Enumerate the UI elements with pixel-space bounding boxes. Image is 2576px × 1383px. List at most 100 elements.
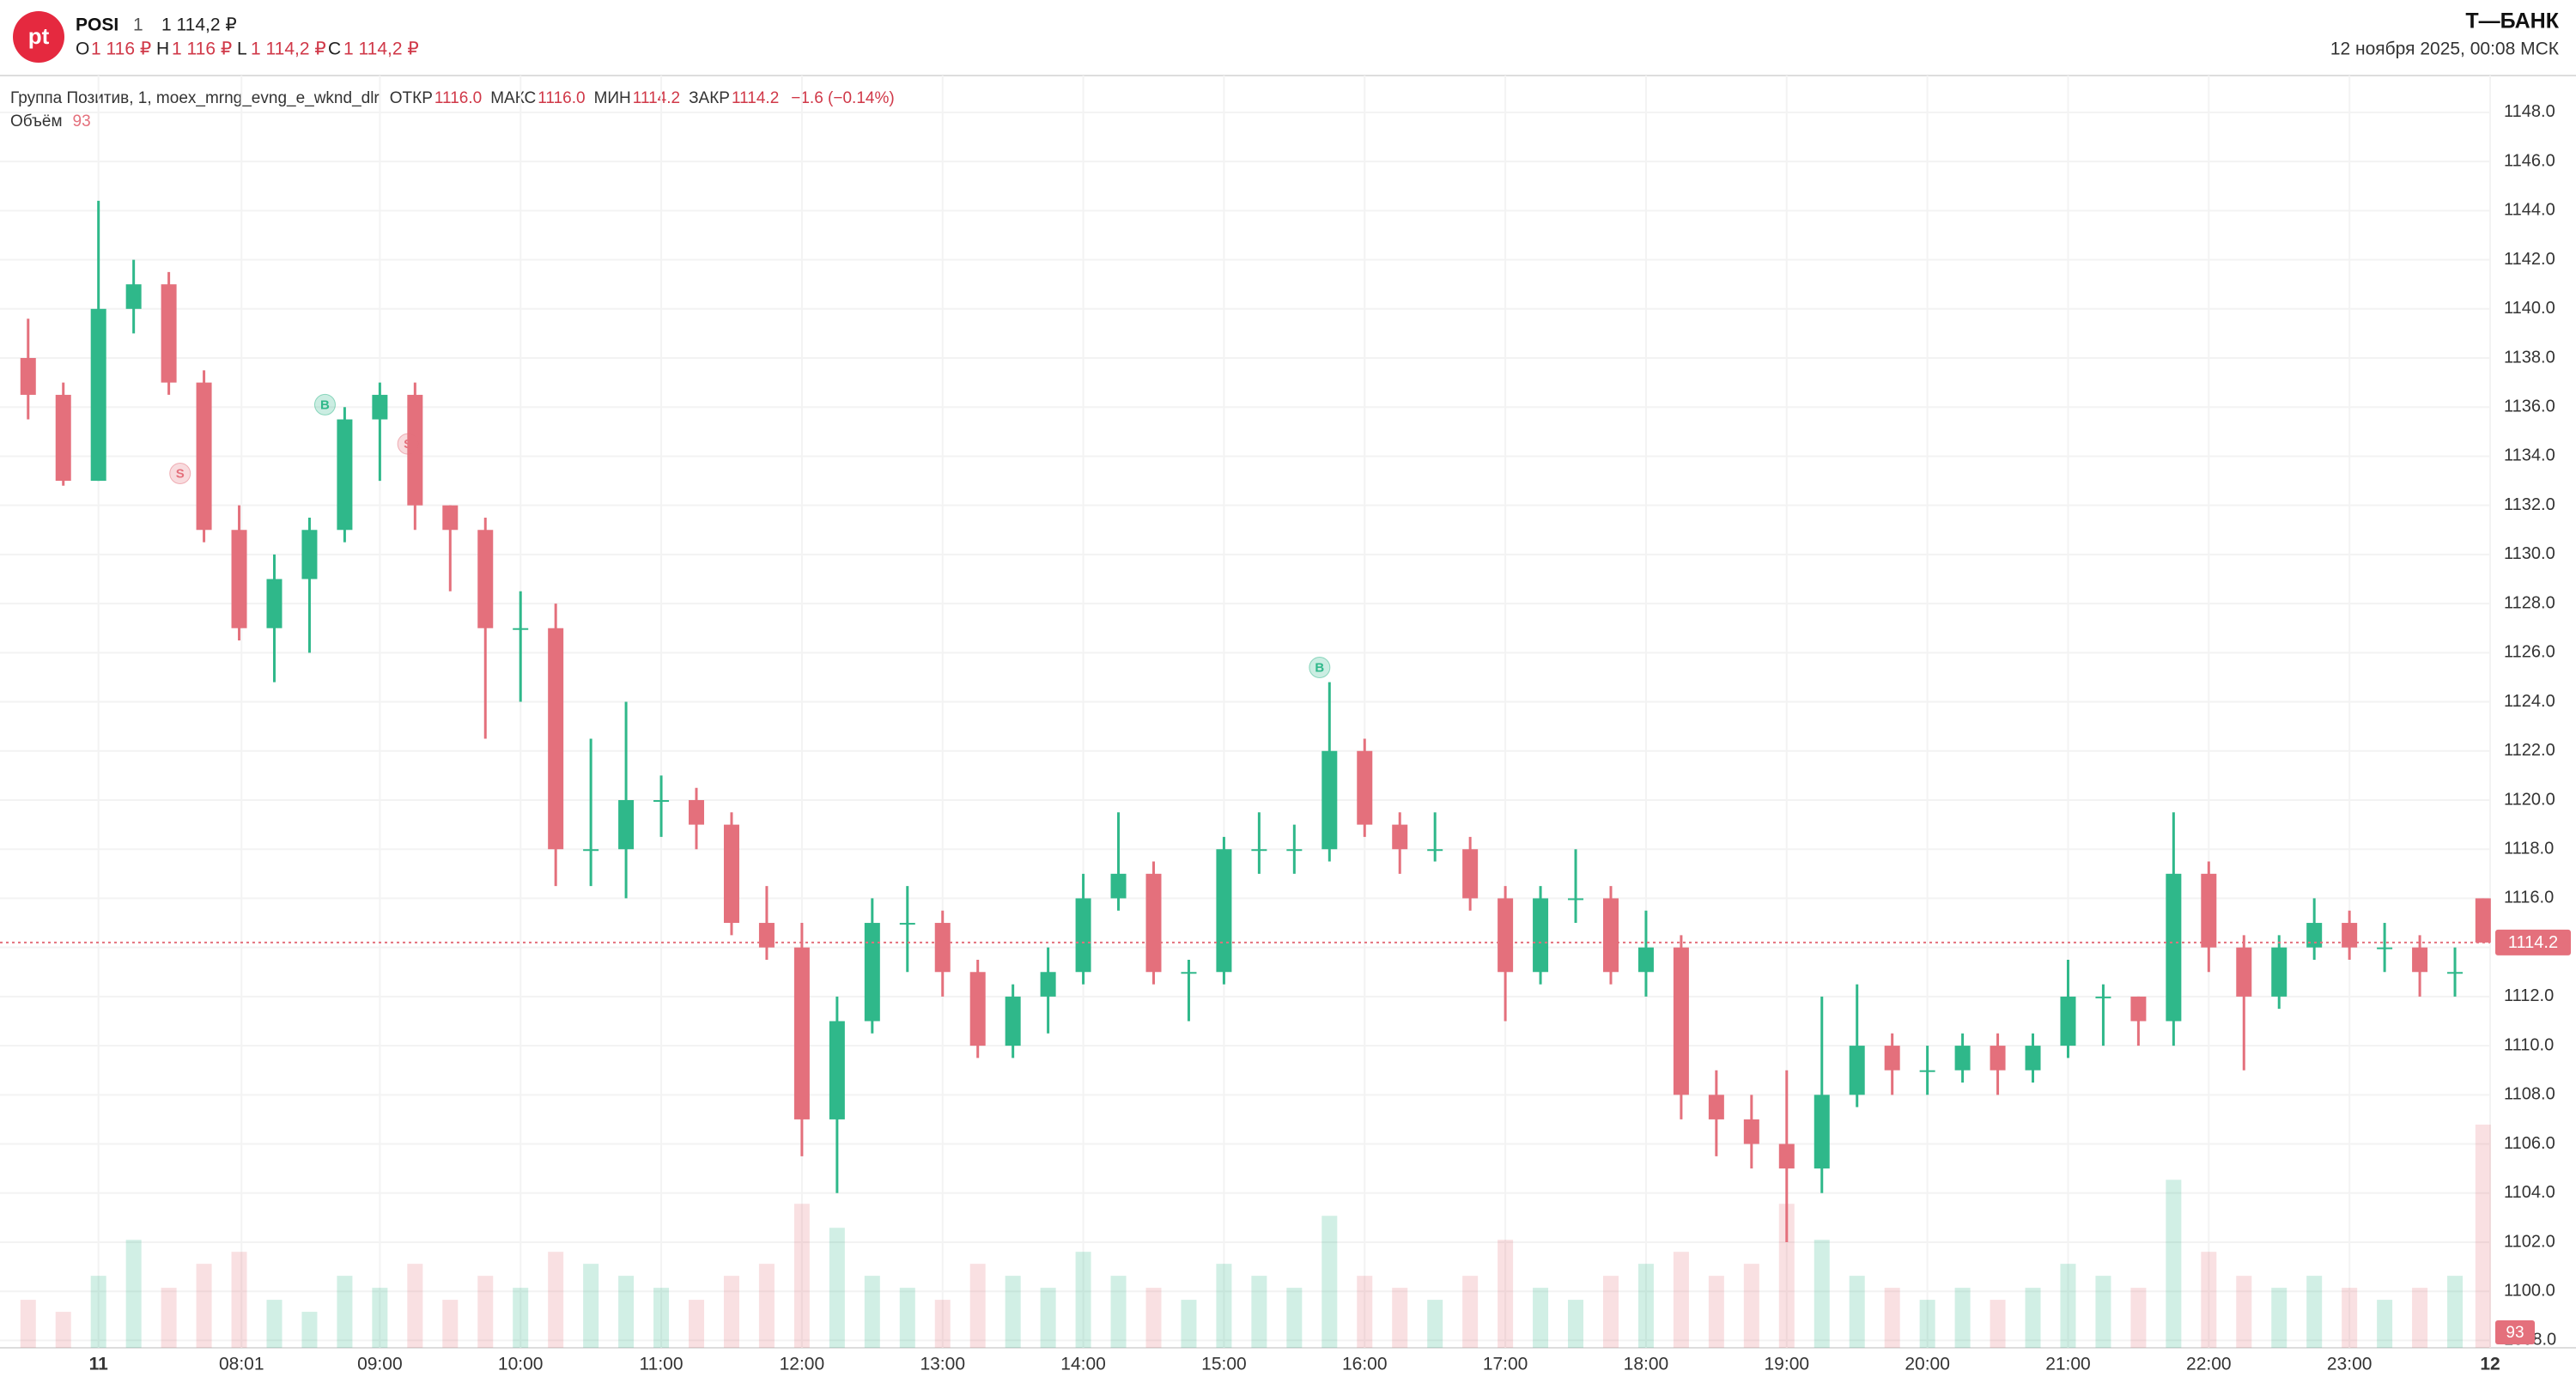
candle-body [2377,947,2393,949]
candle-body [934,923,951,973]
volume-bar [266,1300,283,1348]
trade-marker [1309,657,1331,679]
candle-body [1990,1046,2006,1071]
x-tick-label: 08:01 [219,1355,264,1374]
price-tag-text: 1114.2 [2508,933,2558,952]
volume-bar [2060,1264,2076,1348]
volume-bar [1462,1276,1479,1348]
volume-bar [2377,1300,2393,1348]
candle-body [583,849,599,852]
volume-bar [1498,1240,1514,1348]
y-tick-label: 1118.0 [2504,839,2554,858]
y-tick-label: 1100.0 [2504,1281,2555,1300]
candle-body [1533,898,1549,973]
price-tag [2495,929,2571,955]
y-tick-label: 1138.0 [2504,348,2555,367]
y-tick-label: 1104.0 [2504,1183,2555,1202]
volume-bar [1533,1288,1549,1348]
volume-value: 93 [73,112,91,130]
candle-body [2412,947,2428,973]
volume-bar [2447,1276,2464,1348]
volume-bar [1884,1288,1900,1348]
x-tick-label: 17:00 [1483,1355,1528,1374]
y-tick-label: 1122.0 [2504,741,2555,760]
volume-bar [1849,1276,1865,1348]
y-tick-label: 1140.0 [2504,299,2555,318]
volume-bar [1040,1288,1056,1348]
volume-bar [864,1276,880,1348]
volume-bar [1919,1300,1935,1348]
volume-bar [934,1300,951,1348]
volume-bar [1251,1276,1267,1348]
candle-body [653,799,670,802]
candle-body [1708,1095,1724,1119]
legend-stat-label: ЗАКР [689,89,730,107]
x-tick-label: 22:00 [2186,1355,2232,1374]
volume-bar [2166,1180,2182,1348]
volume-bar [689,1300,705,1348]
volume-bar [1637,1264,1654,1348]
volume-bar [1673,1252,1689,1348]
volume-bar [1427,1300,1443,1348]
y-tick-label: 1142.0 [2504,250,2555,269]
legend-stat-label: МИН [594,89,631,107]
volume-bar [583,1264,599,1348]
ticker: POSI [76,15,118,35]
candle-body [1814,1095,1830,1169]
volume-bar [1110,1276,1127,1348]
candle-body [2271,947,2287,997]
candle-body [1040,972,1056,997]
candle-body [513,628,529,630]
x-tick-label: 13:00 [920,1355,965,1374]
trade-marker [169,462,191,484]
x-tick-label: 11:00 [640,1355,683,1374]
candle-body [231,530,247,628]
x-tick-label: 12:00 [780,1355,825,1374]
y-tick-label: 1126.0 [2504,643,2555,662]
volume-bar [793,1204,810,1348]
volume-bar [161,1288,177,1348]
volume-bar [1778,1204,1795,1348]
candle-body [548,628,564,850]
candle-body [1357,750,1373,825]
volume-bar [372,1288,388,1348]
brand: Т—БАНК [2465,9,2559,33]
candle-body [758,923,775,948]
candle-body [1743,1119,1759,1144]
volume-bar [723,1276,739,1348]
ohlc-value: 1 116 ₽ [91,39,151,59]
volume-bar [2342,1288,2358,1348]
candle-body [793,947,810,1119]
volume-bar [1216,1264,1232,1348]
candle-body [1568,898,1584,901]
trade-marker-label: S [176,466,185,481]
volume-bar [1075,1252,1091,1348]
x-tick-label: 15:00 [1201,1355,1247,1374]
trade-marker-label: B [320,397,330,412]
x-tick-label: 23:00 [2327,1355,2372,1374]
y-tick-label: 1106.0 [2504,1134,2555,1153]
volume-bar [196,1264,212,1348]
x-tick-label: 18:00 [1624,1355,1669,1374]
volume-bar [337,1276,353,1348]
candle-body [407,394,423,506]
candle-body [1954,1046,1971,1071]
candle-body [2166,873,2182,1022]
volume-bar [442,1300,459,1348]
ohlc-value: 1 114,2 ₽ [251,39,326,59]
volume-bar [2306,1276,2323,1348]
candle-body [1637,947,1654,973]
candle-body [1075,898,1091,973]
legend-title: Группа Позитив, 1, moex_mrng_evng_e_wknd… [10,89,380,107]
candle-body [1251,849,1267,852]
volume-bar [513,1288,529,1348]
candle-body [2060,996,2076,1046]
candle-body [618,799,635,850]
candle-body [1145,873,1162,973]
volume-bar [653,1288,670,1348]
volume-bar [1286,1288,1303,1348]
ohlc-value: 1 116 ₽ [172,39,232,59]
volume-bar [1602,1276,1619,1348]
